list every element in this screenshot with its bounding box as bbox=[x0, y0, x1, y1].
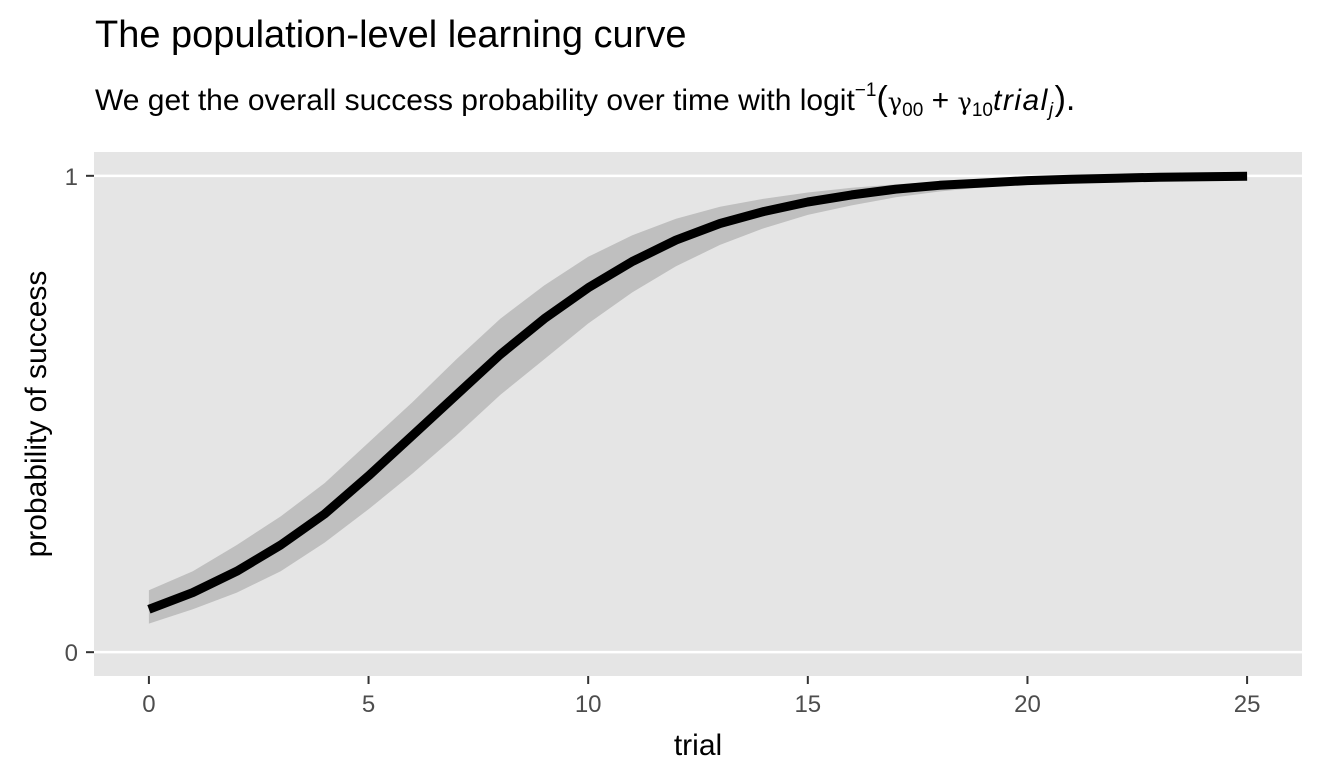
x-tick-label-15: 15 bbox=[794, 691, 821, 718]
x-tick-label-0: 0 bbox=[142, 691, 155, 718]
x-tick-label-20: 20 bbox=[1014, 691, 1041, 718]
confidence-ribbon bbox=[148, 175, 1248, 624]
subtitle-close: ). bbox=[1054, 80, 1076, 118]
x-axis-title: trial bbox=[674, 729, 722, 762]
subtitle-gamma-10: γ bbox=[957, 88, 972, 116]
chart-subtitle: We get the overall success probability o… bbox=[95, 80, 1075, 122]
subtitle-plus: + bbox=[931, 84, 950, 117]
subtitle-gamma-00-sub: 00 bbox=[902, 100, 924, 121]
subtitle-gamma-00: γ bbox=[887, 88, 903, 116]
subtitle-exponent: −1 bbox=[854, 80, 877, 101]
x-axis: 0 5 10 15 20 25 bbox=[142, 676, 1260, 718]
x-tick-label-10: 10 bbox=[575, 691, 602, 718]
x-tick-label-5: 5 bbox=[362, 691, 375, 718]
y-tick-label-0: 0 bbox=[65, 640, 78, 667]
x-tick-label-25: 25 bbox=[1234, 691, 1261, 718]
chart-title: The population-level learning curve bbox=[95, 14, 687, 56]
subtitle-text: We get the overall success probability o… bbox=[95, 84, 855, 117]
subtitle-gamma-10-sub: 10 bbox=[971, 100, 993, 121]
series-line bbox=[147, 171, 1248, 614]
y-tick-label-1: 1 bbox=[65, 164, 78, 191]
y-axis-title: probability of success bbox=[20, 271, 53, 558]
subtitle-j: j bbox=[1048, 100, 1055, 121]
subtitle-open-paren: ( bbox=[876, 80, 888, 118]
subtitle-trial-sub: j bbox=[1049, 100, 1055, 121]
y-axis: 01 bbox=[65, 164, 94, 667]
subtitle-trial: trial bbox=[992, 84, 1049, 117]
